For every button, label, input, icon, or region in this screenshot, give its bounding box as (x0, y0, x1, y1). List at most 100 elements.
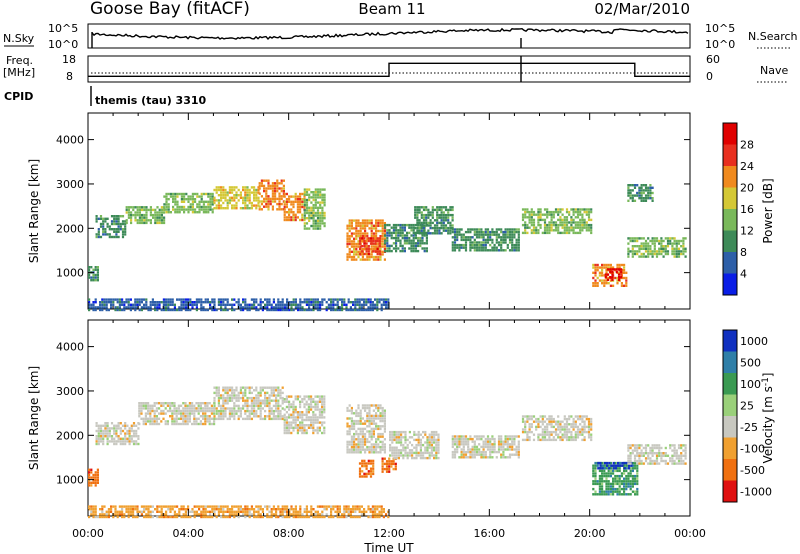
power-echo-cell (279, 303, 282, 306)
power-echo-cell (350, 255, 353, 259)
velocity-echo-cell (411, 454, 414, 457)
velocity-echo-cell (108, 440, 111, 443)
velocity-echo-cell (565, 433, 569, 436)
power-echo-cell (655, 250, 659, 253)
power-echo-cell (524, 208, 527, 211)
velocity-echo-cell (596, 464, 599, 467)
power-echo-cell (308, 198, 311, 202)
velocity-echo-cell (346, 445, 349, 449)
power-echo-cell (603, 282, 606, 285)
velocity-echo-cell (424, 433, 427, 436)
power-echo-cell (280, 179, 283, 182)
velocity-echo-cell (186, 404, 189, 407)
power-echo-cell (364, 227, 367, 230)
velocity-echo-cell (404, 433, 407, 436)
power-echo-cell (200, 192, 203, 196)
velocity-echo-cell (385, 467, 389, 471)
velocity-echo-cell (377, 417, 380, 420)
velocity-echo-cell (590, 438, 593, 442)
power-echo-cell (187, 308, 190, 312)
power-echo-cell (642, 189, 645, 192)
velocity-echo-cell (627, 444, 630, 447)
velocity-echo-cell (213, 386, 216, 389)
power-echo-cell (296, 198, 299, 201)
power-echo-cell (138, 206, 141, 209)
power-echo-cell (609, 266, 612, 269)
velocity-echo-cell (625, 487, 628, 491)
velocity-echo-cell (177, 412, 180, 415)
power-echo-cell (171, 301, 174, 304)
power-echo-cell (200, 198, 203, 201)
power-echo-cell (211, 208, 214, 211)
velocity-echo-cell (372, 470, 375, 473)
velocity-echo-cell (355, 412, 358, 415)
velocity-echo-cell (517, 443, 520, 446)
velocity-echo-cell (359, 430, 362, 433)
power-echo-cell (217, 204, 220, 207)
power-echo-cell (217, 298, 220, 301)
velocity-echo-cell (350, 406, 353, 410)
power-echo-cell (202, 192, 205, 196)
velocity-echo-cell (364, 435, 367, 438)
power-echo-cell (401, 247, 404, 250)
power-echo-cell (631, 189, 634, 192)
power-echo-cell (172, 198, 175, 201)
velocity-echo-cell (142, 422, 145, 426)
power-echo-cell (647, 250, 650, 253)
power-echo-cell (354, 301, 357, 304)
power-echo-cell (427, 229, 430, 232)
power-echo-cell (570, 223, 573, 227)
velocity-echo-cell (489, 450, 492, 454)
velocity-echo-cell (530, 415, 533, 418)
velocity-echo-cell (480, 450, 483, 454)
power-echo-cell (301, 218, 304, 222)
velocity-echo-cell (517, 450, 520, 454)
velocity-echo-cell (233, 409, 236, 413)
power-echo-cell (469, 236, 472, 239)
power-echo-cell (381, 245, 384, 248)
power-echo-cell (165, 203, 168, 206)
power-echo-cell (594, 279, 597, 282)
power-echo-cell (299, 298, 302, 301)
power-echo-cell (440, 216, 443, 219)
power-echo-cell (258, 184, 261, 188)
velocity-echo-cell (92, 505, 95, 508)
power-echo-cell (500, 228, 503, 231)
velocity-echo-cell (451, 435, 454, 438)
velocity-echo-cell (469, 456, 472, 459)
velocity-echo-cell (435, 441, 438, 444)
velocity-echo-cell (528, 428, 531, 431)
velocity-echo-cell (279, 396, 282, 400)
velocity-echo-cell (228, 409, 231, 413)
velocity-echo-cell (484, 443, 487, 446)
power-echo-cell (493, 249, 496, 252)
velocity-echo-cell (206, 404, 209, 407)
velocity-echo-cell (369, 462, 373, 465)
velocity-echo-cell (552, 417, 555, 421)
power-echo-cell (596, 276, 599, 280)
power-echo-cell (228, 201, 231, 205)
power-echo-cell (620, 282, 623, 285)
power-echo-cell (283, 208, 286, 211)
power-echo-cell (357, 232, 360, 235)
velocity-echo-cell (671, 457, 674, 460)
velocity-echo-cell (312, 398, 315, 401)
power-echo-cell (299, 192, 302, 196)
velocity-echo-cell (305, 403, 308, 406)
power-echo-cell (451, 216, 454, 219)
power-echo-cell (675, 255, 678, 258)
velocity-echo-cell (370, 430, 373, 433)
velocity-echo-cell (115, 440, 118, 443)
velocity-echo-cell (572, 425, 575, 429)
power-echo-cell (303, 214, 306, 217)
power-echo-cell (557, 229, 560, 232)
velocity-echo-cell (489, 448, 492, 451)
velocity-echo-cell (491, 456, 494, 459)
velocity-echo-cell (372, 430, 375, 433)
velocity-echo-cell (377, 425, 380, 428)
velocity-echo-cell (500, 435, 503, 438)
power-echo-cell (601, 282, 604, 285)
velocity-echo-cell (607, 487, 610, 491)
velocity-echo-cell (395, 454, 398, 457)
power-echo-cell (368, 222, 371, 225)
